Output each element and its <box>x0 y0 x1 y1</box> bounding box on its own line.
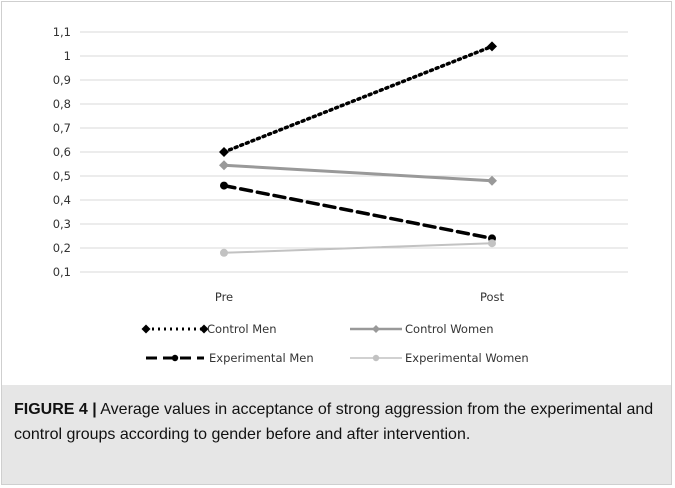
series-control-men <box>219 41 497 157</box>
caption-label: FIGURE 4 | <box>14 401 97 418</box>
line-chart: 1,110,90,80,70,60,50,40,30,20,1 Pre Post … <box>53 25 628 365</box>
data-point <box>487 175 497 186</box>
data-point <box>220 181 228 190</box>
series-line <box>223 242 493 254</box>
series-line <box>222 44 494 154</box>
y-tick-label: 0,2 <box>53 241 71 255</box>
y-tick-label: 1,1 <box>53 25 71 39</box>
y-tick-label: 0,5 <box>53 169 71 183</box>
grid-lines <box>80 31 628 273</box>
legend-item: Control Women <box>350 322 494 336</box>
y-tick-label: 0,8 <box>53 97 71 111</box>
legend-label: Experimental Men <box>209 351 314 365</box>
data-point <box>220 248 228 257</box>
x-tick-label: Post <box>480 290 505 304</box>
data-point <box>219 147 229 157</box>
legend-item: Control Men <box>141 322 277 336</box>
y-axis-ticks: 1,1 1 0,9 0,8 0,7 0,6 0,5 0,4 0,3 0,2 0,1 <box>53 25 71 279</box>
legend-label: Control Men <box>207 322 277 336</box>
y-tick-label: 0,1 <box>53 265 71 279</box>
legend-marker <box>372 354 380 362</box>
x-axis-ticks: Pre Post <box>215 290 505 304</box>
legend-marker <box>171 354 179 362</box>
data-point <box>219 160 229 171</box>
series-experimental-women <box>220 239 496 257</box>
legend-label: Control Women <box>405 322 494 336</box>
series-line <box>222 183 494 241</box>
data-point <box>488 239 496 248</box>
series-line <box>222 163 494 183</box>
y-tick-label: 0,9 <box>53 73 71 87</box>
y-tick-label: 0,6 <box>53 145 71 159</box>
legend: Control Men Control Women Experimental Men… <box>141 322 529 365</box>
caption-text: Average values in acceptance of strong a… <box>14 401 654 443</box>
figure-caption: FIGURE 4 | Average values in acceptance … <box>2 385 671 484</box>
legend-item: Experimental Women <box>350 351 529 365</box>
x-tick-label: Pre <box>215 290 233 304</box>
legend-marker <box>199 324 209 334</box>
legend-marker <box>141 324 151 334</box>
y-tick-label: 0,3 <box>53 217 71 231</box>
data-point <box>487 41 497 52</box>
y-tick-label: 1 <box>64 49 71 63</box>
legend-item: Experimental Men <box>146 351 314 365</box>
legend-label: Experimental Women <box>405 351 529 365</box>
series-experimental-men <box>220 181 496 243</box>
series-control-women <box>219 160 497 186</box>
series-lines <box>219 41 497 257</box>
legend-marker <box>372 325 380 333</box>
y-tick-label: 0,7 <box>53 121 71 135</box>
y-tick-label: 0,4 <box>53 193 71 207</box>
